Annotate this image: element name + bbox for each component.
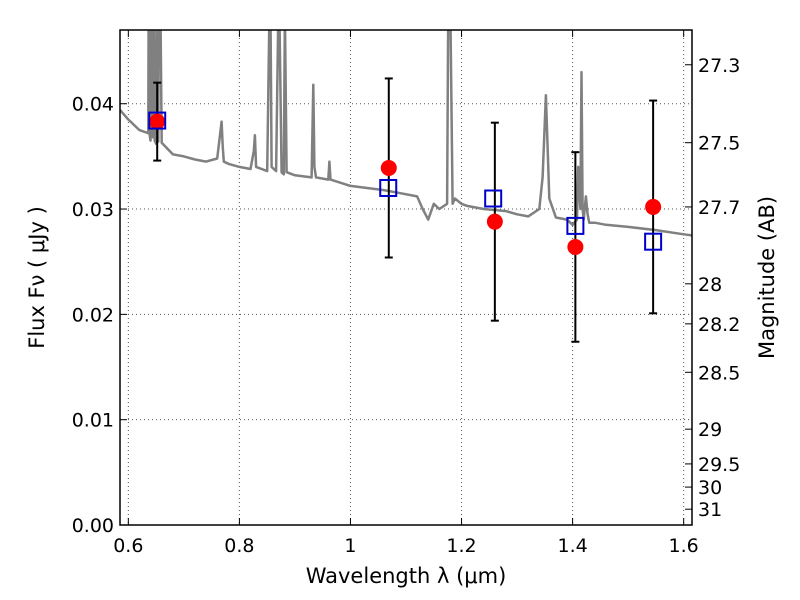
right-tick-label: 31 [698, 499, 722, 521]
x-tick-label: 1 [344, 535, 356, 557]
model-point [644, 232, 663, 251]
x-axis-label: Wavelength λ (μm) [306, 564, 507, 588]
model-point [148, 111, 167, 130]
spectrum-series [120, 30, 692, 237]
observed-point [380, 159, 397, 176]
right-tick-label: 29 [698, 419, 722, 441]
y-axis-label: Flux Fν ( μJy ) [25, 206, 49, 349]
y-tick-label: 0.04 [72, 94, 114, 116]
y-tick-label: 0.00 [72, 515, 114, 537]
right-axis-label: Magnitude (AB) [755, 196, 779, 359]
right-tick-label: 27.3 [698, 55, 740, 77]
spectrum-line [120, 30, 692, 237]
model-point [379, 178, 398, 197]
x-tick-label: 0.6 [113, 535, 143, 557]
model-points [148, 111, 663, 251]
right-tick-label: 28 [698, 274, 722, 296]
right-tick-label: 28.5 [698, 362, 740, 384]
x-tick-label: 0.8 [224, 535, 254, 557]
observed-point [645, 198, 662, 215]
observed-point [486, 213, 503, 230]
y-tick-label: 0.02 [72, 304, 114, 326]
right-tick-label: 27.5 [698, 133, 740, 155]
right-tick-label: 28.2 [698, 314, 740, 336]
x-tick-label: 1.6 [669, 535, 699, 557]
observed-point [567, 238, 584, 255]
right-tick-label: 29.5 [698, 454, 740, 476]
plot-frame [119, 29, 693, 526]
x-tick-label: 1.2 [446, 535, 476, 557]
y-tick-label: 0.01 [72, 410, 114, 432]
model-point [484, 189, 503, 208]
x-tick-label: 1.4 [557, 535, 587, 557]
grid [120, 30, 692, 526]
model-point [566, 216, 585, 235]
axis-ticks: 0.6 0.8 1 1.2 1.4 1.6 0.00 0.01 0.02 0.03 0.04 27.3… [72, 30, 740, 557]
observed-point [149, 113, 166, 130]
observed-points [149, 113, 662, 255]
right-tick-label: 30 [698, 477, 722, 499]
y-tick-label: 0.03 [72, 199, 114, 221]
right-tick-label: 27.7 [698, 197, 740, 219]
